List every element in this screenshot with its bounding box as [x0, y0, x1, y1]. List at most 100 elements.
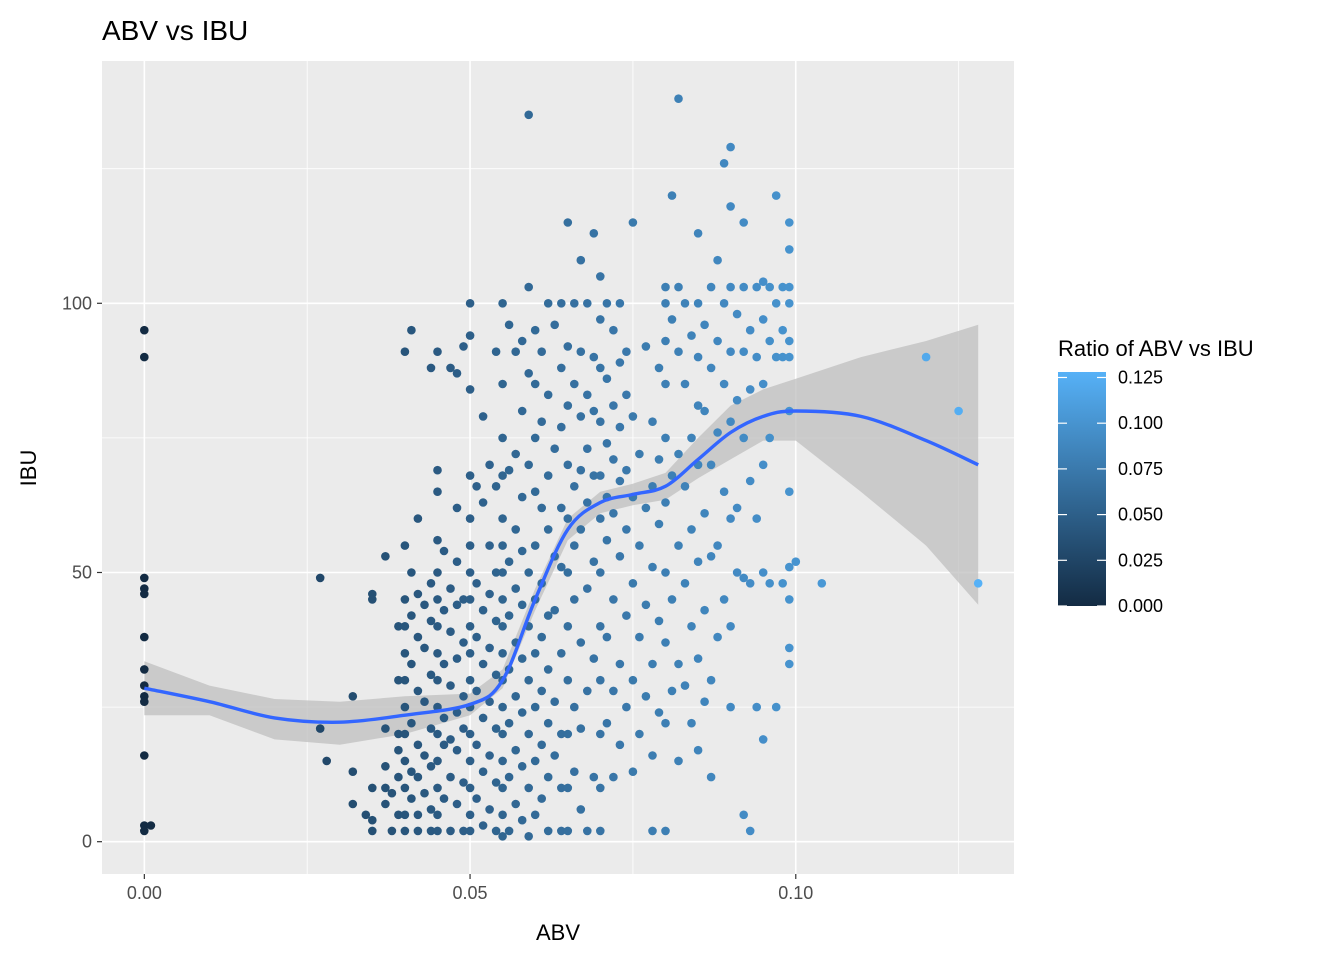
data-point [400, 347, 410, 357]
data-point [693, 654, 703, 663]
data-point [400, 622, 410, 631]
data-point [498, 649, 507, 658]
data-point [146, 821, 156, 830]
data-point [739, 282, 748, 292]
data-point [504, 557, 514, 566]
data-point [615, 299, 625, 308]
data-point [400, 675, 410, 685]
data-point [583, 390, 592, 400]
data-point [739, 573, 748, 583]
data-point [348, 692, 358, 701]
data-point [674, 541, 683, 550]
data-point [433, 649, 442, 658]
data-point [459, 638, 468, 647]
data-point [465, 810, 475, 820]
data-point [785, 562, 794, 572]
data-point [563, 342, 573, 351]
data-point [498, 729, 507, 739]
data-point [140, 826, 149, 836]
data-point [680, 379, 690, 389]
data-point [732, 309, 742, 319]
data-point [576, 347, 586, 357]
data-point [596, 315, 605, 324]
data-point [609, 325, 618, 335]
data-point [426, 762, 436, 771]
data-point [661, 826, 670, 836]
data-point [524, 460, 533, 470]
data-point [433, 783, 442, 793]
x-tick-label: 0.10 [778, 883, 813, 903]
data-point [140, 632, 149, 642]
data-point [648, 751, 657, 760]
legend-label: 0.025 [1118, 550, 1163, 570]
data-point [485, 751, 494, 760]
data-point [394, 810, 403, 820]
data-point [543, 665, 553, 674]
data-point [524, 369, 533, 378]
data-point [752, 282, 761, 292]
x-tick-label: 0.00 [127, 883, 162, 903]
data-point [778, 325, 787, 335]
smooth-line [143, 409, 979, 724]
data-point [602, 535, 612, 545]
data-point [622, 611, 631, 620]
data-point [387, 788, 397, 798]
data-point [693, 745, 703, 755]
data-point [426, 805, 436, 814]
data-point [517, 708, 527, 717]
data-point [615, 358, 625, 367]
data-point [543, 611, 553, 620]
data-point [615, 740, 625, 750]
data-point [433, 675, 442, 685]
data-point [511, 745, 520, 755]
data-point [413, 810, 423, 820]
data-point [420, 600, 429, 610]
data-point [394, 745, 403, 755]
data-point [641, 600, 651, 610]
data-point [498, 299, 507, 308]
data-point [530, 649, 540, 658]
data-point [537, 632, 546, 642]
colorbar [1058, 372, 1106, 606]
data-point [504, 465, 514, 475]
data-point [771, 702, 781, 712]
data-point [576, 412, 586, 421]
data-point [700, 320, 709, 330]
data-point [954, 406, 963, 416]
data-point [706, 363, 716, 373]
data-point [661, 336, 670, 346]
data-point [498, 568, 507, 577]
data-point [400, 702, 410, 712]
data-point [550, 751, 559, 760]
data-point [563, 460, 573, 470]
data-point [543, 299, 553, 308]
data-point [465, 331, 475, 340]
data-point [576, 724, 586, 733]
data-point [687, 622, 696, 631]
data-point [478, 767, 488, 776]
data-point [491, 616, 501, 626]
data-point [452, 557, 462, 566]
smooth-confidence-band [144, 324, 979, 745]
data-point [439, 546, 449, 556]
data-point [348, 799, 358, 809]
data-point [530, 810, 540, 820]
data-point [661, 379, 670, 389]
data-point [407, 767, 416, 776]
data-point [576, 255, 586, 265]
data-point [517, 406, 527, 416]
data-point [615, 422, 625, 432]
data-point [719, 299, 729, 308]
data-point [420, 788, 429, 798]
data-point [394, 772, 403, 782]
data-point [381, 799, 390, 809]
data-point [589, 406, 599, 416]
data-point [407, 325, 416, 335]
data-point [459, 778, 468, 787]
data-point [413, 589, 423, 599]
data-point [609, 401, 618, 410]
data-point [758, 735, 768, 744]
data-point [667, 191, 677, 200]
data-point [706, 282, 716, 292]
data-point [550, 444, 559, 454]
